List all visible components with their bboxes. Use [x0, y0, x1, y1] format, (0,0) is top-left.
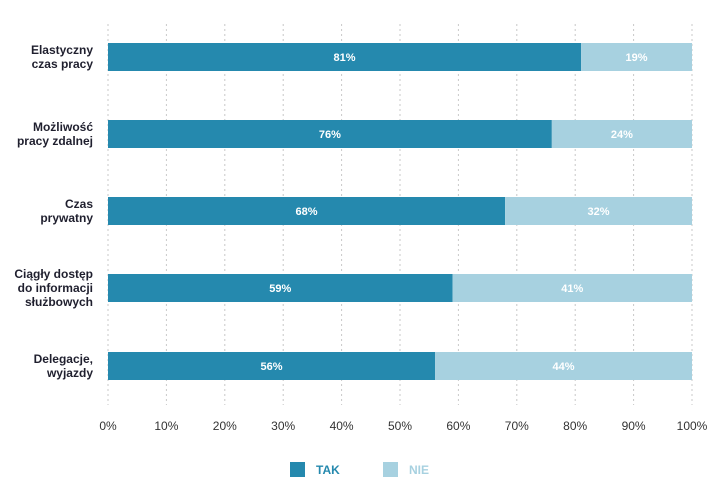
- x-tick-label: 40%: [330, 419, 354, 433]
- data-label: 44%: [553, 361, 575, 373]
- category-label: Ciągły dostęp do informacji służbowych: [14, 267, 93, 309]
- data-label: 19%: [626, 52, 648, 64]
- x-tick-label: 70%: [505, 419, 529, 433]
- category-label: Elastyczny czas pracy: [31, 43, 93, 71]
- x-tick-label: 100%: [677, 419, 708, 433]
- legend-swatch-nie: [383, 462, 398, 477]
- x-tick-label: 90%: [622, 419, 646, 433]
- bar-segment-tak: [108, 274, 453, 302]
- category-labels: Elastyczny czas pracy Możliwość pracy zdaln…: [14, 43, 93, 380]
- category-label-line: Czas: [65, 197, 93, 211]
- category-label-line: Elastyczny: [31, 43, 93, 57]
- x-tick-label: 60%: [446, 419, 470, 433]
- data-label: 81%: [334, 52, 356, 64]
- bar-segment-nie: [505, 197, 692, 225]
- x-axis: 0% 10% 20% 30% 40% 50% 60% 70% 80% 90% 100%: [99, 419, 707, 433]
- data-label: 32%: [588, 206, 610, 218]
- data-label: 24%: [611, 129, 633, 141]
- x-tick-label: 10%: [154, 419, 178, 433]
- category-label-line: Delegacje,: [34, 352, 93, 366]
- bar-segment-tak: [108, 352, 436, 380]
- legend-label-nie: NIE: [409, 463, 429, 477]
- category-label: Czas prywatny: [40, 197, 93, 225]
- legend-label-tak: TAK: [316, 463, 340, 477]
- data-label: 68%: [296, 206, 318, 218]
- bar-segment-nie: [452, 274, 692, 302]
- x-tick-label: 30%: [271, 419, 295, 433]
- data-label: 76%: [319, 129, 341, 141]
- bar-segment-tak: [108, 43, 582, 71]
- category-label-line: czas pracy: [32, 57, 94, 71]
- category-label-line: służbowych: [25, 295, 93, 309]
- category-label-line: wyjazdy: [46, 366, 93, 380]
- bar-segment-nie: [551, 120, 692, 148]
- data-label: 41%: [561, 283, 583, 295]
- category-label-line: Ciągły dostęp: [14, 267, 93, 281]
- bar-segment-tak: [108, 120, 552, 148]
- data-label: 59%: [269, 283, 291, 295]
- bar-segment-tak: [108, 197, 506, 225]
- x-tick-label: 20%: [213, 419, 237, 433]
- x-tick-label: 80%: [563, 419, 587, 433]
- category-label-line: Możliwość: [33, 120, 93, 134]
- legend-swatch-tak: [290, 462, 305, 477]
- legend: TAK NIE: [290, 462, 429, 477]
- category-label-line: do informacji: [18, 281, 93, 295]
- data-label: 56%: [261, 361, 283, 373]
- category-label: Możliwość pracy zdalnej: [17, 120, 93, 148]
- bars: 81% 19% 76% 24% 68% 32% 59% 41% 56% 44%: [108, 43, 692, 380]
- bar-segment-nie: [435, 352, 692, 380]
- category-label: Delegacje, wyjazdy: [34, 352, 94, 380]
- category-label-line: prywatny: [40, 211, 93, 225]
- category-label-line: pracy zdalnej: [17, 134, 93, 148]
- x-tick-label: 0%: [99, 419, 117, 433]
- bar-segment-nie: [581, 43, 692, 71]
- x-tick-label: 50%: [388, 419, 412, 433]
